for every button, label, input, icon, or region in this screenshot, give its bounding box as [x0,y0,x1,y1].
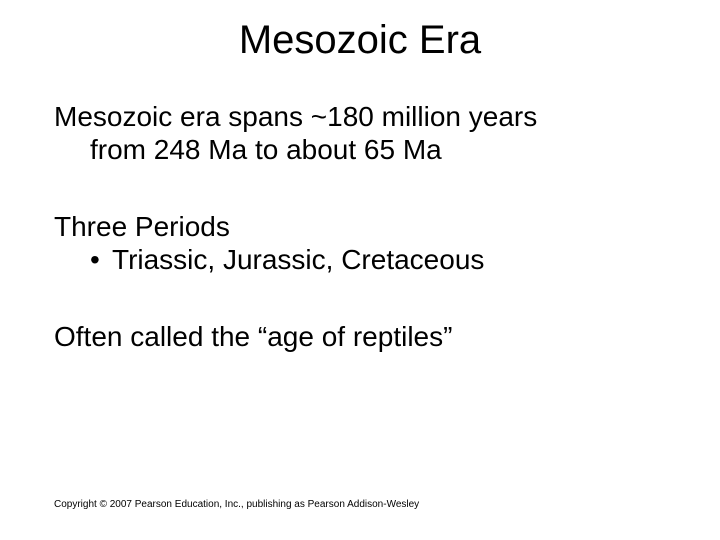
tagline: Often called the “age of reptiles” [54,320,674,353]
periods-bullet-row: • Triassic, Jurassic, Cretaceous [54,243,674,276]
intro-line-1: Mesozoic era spans ~180 million years [54,100,674,133]
intro-paragraph: Mesozoic era spans ~180 million years fr… [54,100,674,166]
slide: Mesozoic Era Mesozoic era spans ~180 mil… [0,0,720,540]
bullet-icon: • [90,243,112,276]
periods-heading: Three Periods [54,210,674,243]
intro-line-2: from 248 Ma to about 65 Ma [54,133,674,166]
copyright-text: Copyright © 2007 Pearson Education, Inc.… [54,499,419,510]
periods-list: Triassic, Jurassic, Cretaceous [112,243,484,276]
slide-body: Mesozoic era spans ~180 million years fr… [54,100,674,353]
slide-title: Mesozoic Era [0,18,720,63]
